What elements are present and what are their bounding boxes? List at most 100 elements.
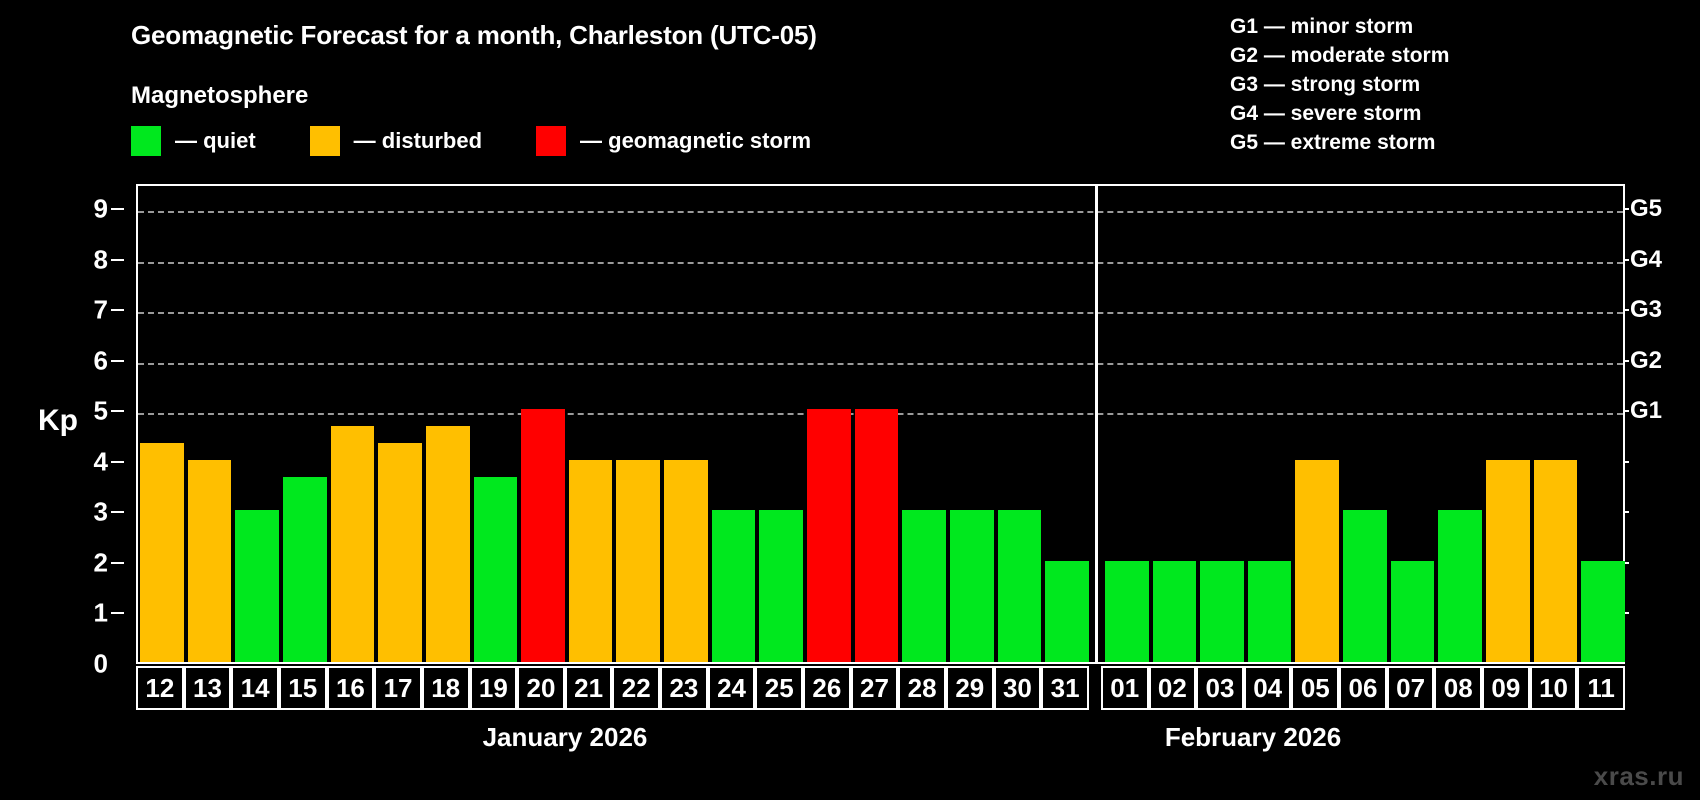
day-cell-03[interactable]: 03: [1196, 666, 1244, 710]
bar-day-12[interactable]: [140, 443, 184, 662]
day-cell-23[interactable]: 23: [660, 666, 708, 710]
day-label-text: 03: [1205, 673, 1235, 703]
day-cell-06[interactable]: 06: [1339, 666, 1387, 710]
bar-day-11[interactable]: [1581, 560, 1625, 662]
bar-day-26[interactable]: [807, 409, 851, 662]
gridline-kp-7: [138, 312, 1623, 315]
day-label-text: 07: [1396, 673, 1426, 703]
bar-day-24[interactable]: [711, 510, 756, 662]
day-cell-25[interactable]: 25: [755, 666, 804, 710]
day-label-text: 16: [335, 673, 365, 703]
bar-day-19[interactable]: [473, 476, 518, 662]
day-cell-18[interactable]: 18: [421, 666, 470, 710]
y-tick-mark-3: [111, 511, 124, 514]
day-cell-21[interactable]: 21: [564, 666, 613, 710]
day-cell-19[interactable]: 19: [469, 666, 518, 710]
y-tick-label-3: 3: [93, 496, 108, 527]
bar-day-18[interactable]: [425, 426, 470, 662]
day-cell-07[interactable]: 07: [1386, 666, 1435, 710]
g-tick-label-G3: G3: [1630, 296, 1663, 324]
day-label-text: 11: [1587, 673, 1615, 703]
bar-day-10[interactable]: [1533, 459, 1578, 662]
day-cell-08[interactable]: 08: [1434, 666, 1483, 710]
bar-day-05[interactable]: [1295, 459, 1340, 662]
bar-day-25[interactable]: [759, 510, 804, 662]
day-cell-04[interactable]: 04: [1243, 666, 1292, 710]
day-label-text: 18: [431, 673, 461, 703]
bar-day-30[interactable]: [997, 510, 1042, 662]
g-scale-line-g3: G3 — strong storm: [1230, 73, 1421, 96]
orange-square-icon: [309, 126, 340, 156]
y-tick-mark-6: [111, 359, 124, 362]
red-square-icon: [536, 126, 567, 156]
legend-label-disturbed: — disturbed: [353, 128, 483, 153]
plot-area: [136, 184, 1625, 664]
bar-day-13[interactable]: [187, 459, 232, 662]
bar-day-23[interactable]: [664, 459, 708, 662]
bar-day-22[interactable]: [616, 459, 661, 662]
day-label-text: 06: [1348, 673, 1378, 703]
bar-day-15[interactable]: [282, 476, 327, 662]
green-square-icon: [131, 126, 161, 156]
y-tick-mark-1: [111, 612, 124, 615]
bar-day-20[interactable]: [521, 409, 565, 662]
bar-day-29[interactable]: [949, 510, 994, 662]
day-cell-10[interactable]: 10: [1529, 666, 1578, 710]
day-cell-22[interactable]: 22: [612, 666, 661, 710]
day-cell-27[interactable]: 27: [850, 666, 899, 710]
day-label-text: 10: [1539, 673, 1568, 703]
bar-day-09[interactable]: [1486, 459, 1530, 662]
bar-day-16[interactable]: [330, 426, 375, 662]
day-cell-17[interactable]: 17: [374, 666, 422, 710]
bar-day-07[interactable]: [1390, 560, 1435, 662]
bar-day-17[interactable]: [378, 443, 422, 662]
g-scale-line-g4: G4 — severe storm: [1230, 102, 1422, 125]
bar-day-06[interactable]: [1343, 510, 1387, 662]
legend: — quiet — disturbed — geomagnetic storm: [131, 126, 811, 156]
y-tick-label-1: 1: [93, 597, 108, 628]
y-tick-mark-9: [111, 208, 124, 211]
day-label-text: 25: [764, 673, 794, 703]
g-scale-line-g5: G5 — extreme storm: [1230, 131, 1436, 154]
day-cell-01[interactable]: 01: [1100, 666, 1149, 710]
day-cell-20[interactable]: 20: [517, 666, 565, 710]
gridline-kp-9: [138, 211, 1623, 214]
day-cell-02[interactable]: 02: [1148, 666, 1197, 710]
day-cell-13[interactable]: 13: [183, 666, 232, 710]
bar-day-02[interactable]: [1152, 560, 1197, 662]
bar-day-27[interactable]: [854, 409, 899, 662]
bar-day-04[interactable]: [1247, 560, 1292, 662]
day-cell-31[interactable]: 31: [1041, 666, 1089, 710]
y-tick-label-6: 6: [93, 345, 108, 376]
day-label-text: 19: [478, 673, 508, 703]
day-cell-09[interactable]: 09: [1482, 666, 1530, 710]
bar-day-08[interactable]: [1438, 510, 1483, 662]
day-cell-16[interactable]: 16: [326, 666, 375, 710]
day-cell-28[interactable]: 28: [898, 666, 946, 710]
day-label-text: 12: [145, 673, 175, 703]
bar-day-01[interactable]: [1104, 560, 1149, 662]
bar-day-31[interactable]: [1045, 560, 1089, 662]
day-label-text: 17: [383, 673, 413, 703]
day-cell-24[interactable]: 24: [707, 666, 756, 710]
y-tick-label-5: 5: [93, 395, 108, 426]
g-tick-label-G4: G4: [1630, 245, 1663, 273]
gridline-kp-6: [138, 362, 1623, 365]
bar-day-14[interactable]: [235, 510, 279, 662]
y-tick-mark-8: [111, 258, 124, 261]
y-tick-mark-5: [111, 410, 124, 413]
g-scale-line-g2: G2 — moderate storm: [1230, 44, 1450, 67]
day-cell-14[interactable]: 14: [231, 666, 279, 710]
day-cell-12[interactable]: 12: [136, 666, 184, 710]
y-tick-mark-4: [111, 460, 124, 463]
bar-day-28[interactable]: [902, 510, 946, 662]
day-cell-29[interactable]: 29: [945, 666, 994, 710]
day-cell-05[interactable]: 05: [1291, 666, 1340, 710]
day-cell-30[interactable]: 30: [993, 666, 1042, 710]
bar-day-21[interactable]: [568, 459, 613, 662]
bar-day-03[interactable]: [1200, 560, 1244, 662]
day-label-text: 26: [812, 673, 842, 703]
day-cell-15[interactable]: 15: [278, 666, 327, 710]
day-cell-26[interactable]: 26: [803, 666, 851, 710]
day-cell-11[interactable]: 11: [1577, 666, 1625, 710]
